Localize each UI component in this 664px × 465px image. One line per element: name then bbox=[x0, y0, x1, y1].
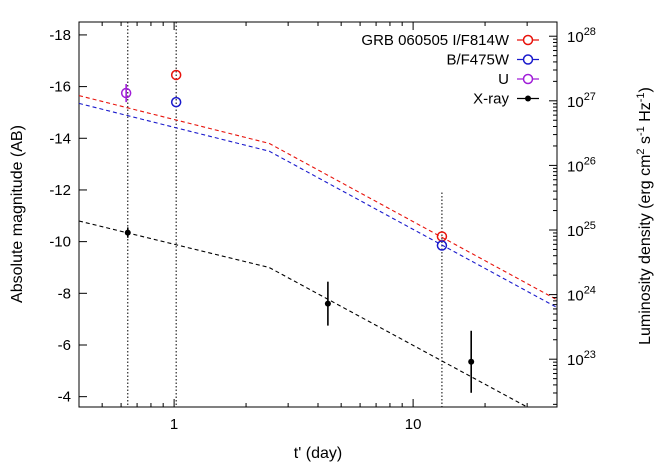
y-tick-label: -10 bbox=[49, 234, 71, 251]
y2-tick-label: 1024 bbox=[567, 285, 596, 305]
y-tick-label: -14 bbox=[49, 130, 71, 147]
model-line bbox=[78, 102, 558, 308]
axis-ticks bbox=[78, 22, 558, 407]
data-point bbox=[124, 229, 131, 236]
y2-tick-label: 1023 bbox=[567, 349, 596, 369]
data-points bbox=[120, 69, 475, 393]
legend-marker bbox=[522, 54, 534, 65]
legend-marker bbox=[522, 73, 534, 85]
y2-tick-label: 1025 bbox=[567, 220, 596, 240]
y-tick-label: -16 bbox=[49, 79, 71, 96]
y-tick-label: -12 bbox=[49, 182, 71, 199]
data-point bbox=[436, 240, 448, 251]
y2-axis-title: Luminosity density (erg cm2 s-1 Hz-1) bbox=[635, 87, 654, 345]
legend-label: X-ray bbox=[473, 91, 509, 108]
model-line bbox=[78, 95, 558, 301]
y2-tick-label: 1028 bbox=[567, 26, 596, 46]
legend-label: GRB 060505 I/F814W bbox=[361, 32, 509, 49]
data-point bbox=[170, 96, 182, 108]
epoch-lines bbox=[127, 22, 443, 407]
legend-label: B/F475W bbox=[446, 52, 509, 69]
x-tick-label: 1 bbox=[170, 416, 178, 433]
y-tick-label: -4 bbox=[58, 389, 71, 406]
legend-marker bbox=[525, 95, 531, 102]
plot-frame bbox=[78, 21, 558, 408]
y2-tick-label: 1027 bbox=[567, 91, 596, 111]
data-point bbox=[436, 231, 448, 242]
y-axis-title: Absolute magnitude (AB) bbox=[9, 125, 26, 303]
tick-labels: -18 -16 -14 -12 -10 -8 -6 -4 1 10 1023 1024 1025 1026… bbox=[49, 26, 596, 433]
data-point bbox=[170, 69, 182, 81]
y-tick-label: -18 bbox=[49, 27, 71, 44]
legend: GRB 060505 I/F814W B/F475W U X-ray bbox=[361, 32, 539, 108]
x-axis-title: t' (day) bbox=[294, 445, 342, 462]
legend-marker bbox=[522, 34, 534, 46]
y2-tick-label: 1026 bbox=[567, 155, 596, 175]
data-point bbox=[468, 358, 475, 365]
data-point bbox=[324, 300, 331, 307]
model-lines bbox=[78, 95, 558, 408]
y-tick-label: -8 bbox=[58, 285, 71, 302]
model-line bbox=[78, 220, 528, 408]
legend-label: U bbox=[498, 71, 509, 88]
x-tick-label: 10 bbox=[405, 416, 422, 433]
data-point bbox=[120, 87, 132, 99]
y-tick-label: -6 bbox=[58, 337, 71, 354]
